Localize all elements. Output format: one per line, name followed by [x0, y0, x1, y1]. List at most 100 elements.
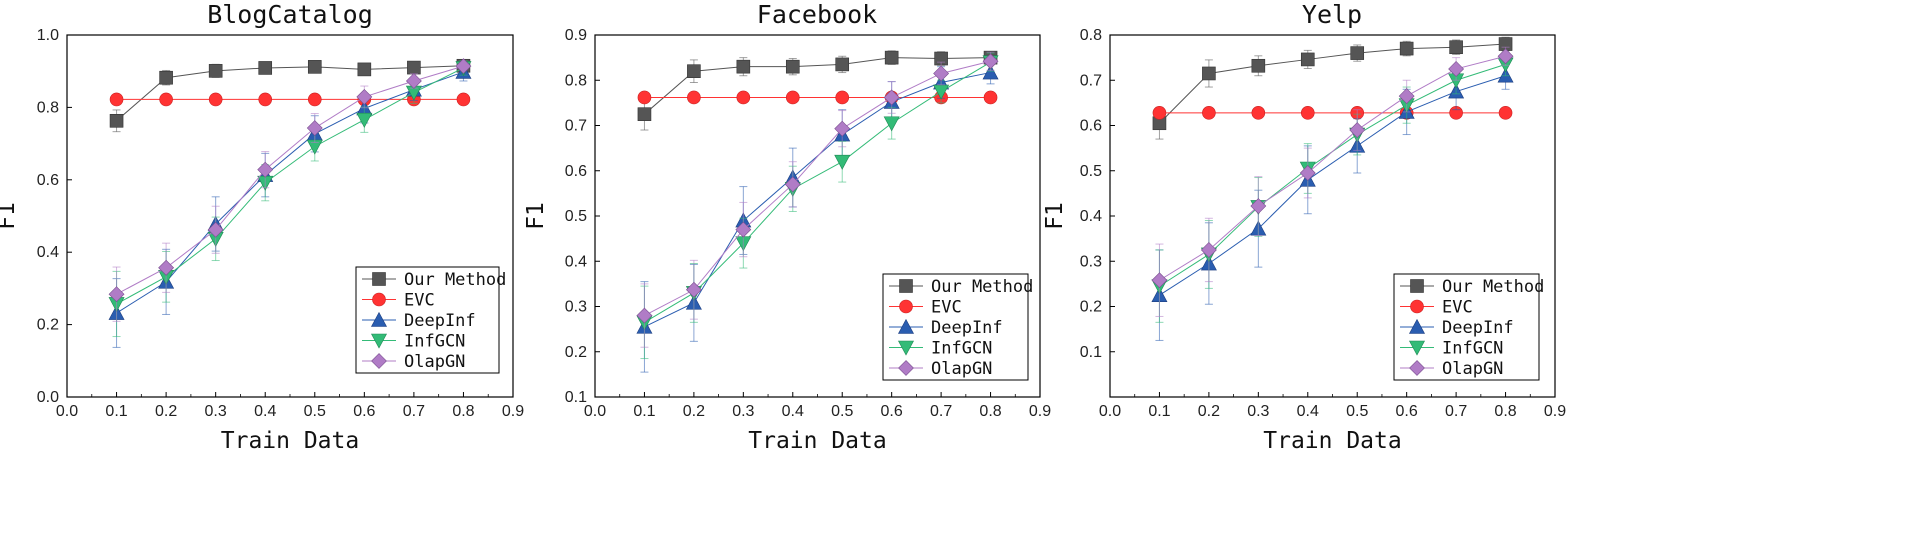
x-tick-label: 0.8	[452, 403, 474, 420]
legend-marker	[1408, 340, 1426, 356]
data-point	[405, 73, 422, 89]
data-point	[982, 64, 999, 80]
data-point	[835, 90, 850, 105]
y-axis-title: F1	[523, 202, 549, 230]
data-point	[736, 90, 751, 105]
y-tick-label: 0.1	[1080, 344, 1102, 361]
legend-marker	[898, 360, 914, 376]
data-point	[687, 64, 701, 78]
y-tick-label: 0.9	[565, 27, 587, 44]
legend-marker	[1410, 299, 1424, 314]
x-tick-label: 0.2	[1198, 403, 1220, 420]
legend-label: OlapGN	[404, 352, 465, 372]
legend-label: Our Method	[404, 270, 506, 290]
legend-label: DeepInf	[931, 318, 1003, 338]
data-point	[637, 90, 652, 105]
data-point	[636, 307, 653, 324]
series-our-method	[637, 50, 998, 131]
x-axis-title: Train Data	[1263, 428, 1401, 454]
x-tick-label: 0.1	[1148, 403, 1170, 420]
y-tick-label: 0.5	[1080, 163, 1102, 180]
y-tick-label: 0.8	[37, 99, 59, 116]
data-point	[307, 60, 322, 74]
chart-title: BlogCatalog	[207, 0, 373, 29]
x-tick-label: 0.0	[56, 403, 78, 420]
x-axis-title: Train Data	[748, 428, 886, 454]
data-point	[735, 221, 752, 238]
legend-marker	[372, 292, 386, 307]
data-point	[208, 64, 223, 78]
y-tick-label: 0.8	[565, 72, 587, 89]
legend-label: EVC	[931, 298, 962, 318]
data-point	[208, 92, 223, 107]
legend-marker	[370, 333, 388, 349]
data-point	[982, 53, 999, 70]
y-axis-title: F1	[0, 202, 20, 230]
data-point	[685, 281, 702, 298]
x-tick-label: 0.8	[1494, 403, 1516, 420]
y-tick-label: 0.6	[37, 172, 59, 189]
series-line	[116, 65, 464, 122]
legend-label: OlapGN	[1442, 359, 1503, 379]
data-point	[407, 60, 421, 75]
y-tick-label: 0.2	[37, 317, 59, 334]
data-point	[306, 120, 323, 136]
data-point	[1251, 106, 1266, 120]
data-point	[687, 90, 701, 105]
data-point	[784, 176, 801, 193]
y-tick-label: 0.7	[1080, 72, 1102, 89]
data-point	[1250, 198, 1267, 214]
series-olapgn	[636, 51, 999, 348]
x-tick-label: 0.5	[304, 403, 326, 420]
x-tick-label: 0.4	[782, 403, 804, 420]
data-point	[357, 62, 372, 77]
x-tick-label: 0.7	[403, 403, 425, 420]
y-tick-label: 0.4	[565, 253, 587, 270]
y-tick-label: 0.5	[565, 208, 587, 225]
data-point	[109, 92, 124, 107]
data-point	[883, 116, 900, 132]
series-line	[116, 71, 464, 314]
data-point	[1202, 66, 1216, 81]
data-point	[883, 89, 900, 106]
data-point	[637, 107, 652, 121]
data-point	[1200, 242, 1217, 258]
x-tick-label: 0.2	[683, 403, 705, 420]
data-point	[1251, 58, 1266, 73]
legend-label: InfGCN	[1442, 339, 1503, 359]
legend-label: DeepInf	[404, 311, 476, 331]
y-tick-label: 0.3	[1080, 253, 1102, 270]
legend-marker	[899, 279, 913, 293]
data-point	[109, 113, 124, 128]
x-tick-label: 0.9	[502, 403, 524, 420]
x-tick-label: 0.3	[205, 403, 227, 420]
legend-marker	[899, 299, 913, 314]
y-tick-label: 0.6	[565, 163, 587, 180]
x-tick-label: 0.3	[1247, 403, 1269, 420]
x-tick-label: 0.9	[1544, 403, 1566, 420]
data-point	[1448, 61, 1465, 77]
legend-label: InfGCN	[404, 332, 465, 352]
data-point	[108, 286, 125, 303]
chart-panel-1: BlogCatalog 0.0 0.1 0.2 0.3 0.4 0.5 0.6 0.7 0.8 0.…	[0, 0, 524, 454]
legend-label: InfGCN	[931, 339, 992, 359]
x-tick-label: 0.7	[930, 403, 952, 420]
series-line	[1159, 43, 1506, 124]
series-line	[644, 61, 991, 323]
data-point	[785, 59, 800, 74]
data-point	[1398, 88, 1415, 105]
data-point	[307, 92, 322, 107]
data-point	[1449, 40, 1463, 55]
data-point	[159, 70, 173, 85]
x-tick-label: 0.8	[979, 403, 1001, 420]
data-point	[1299, 165, 1316, 181]
y-tick-label: 0.7	[565, 118, 587, 135]
series-line	[1159, 75, 1506, 296]
data-point	[785, 90, 800, 105]
y-tick-label: 0.8	[1080, 27, 1102, 44]
x-tick-label: 0.7	[1445, 403, 1467, 420]
